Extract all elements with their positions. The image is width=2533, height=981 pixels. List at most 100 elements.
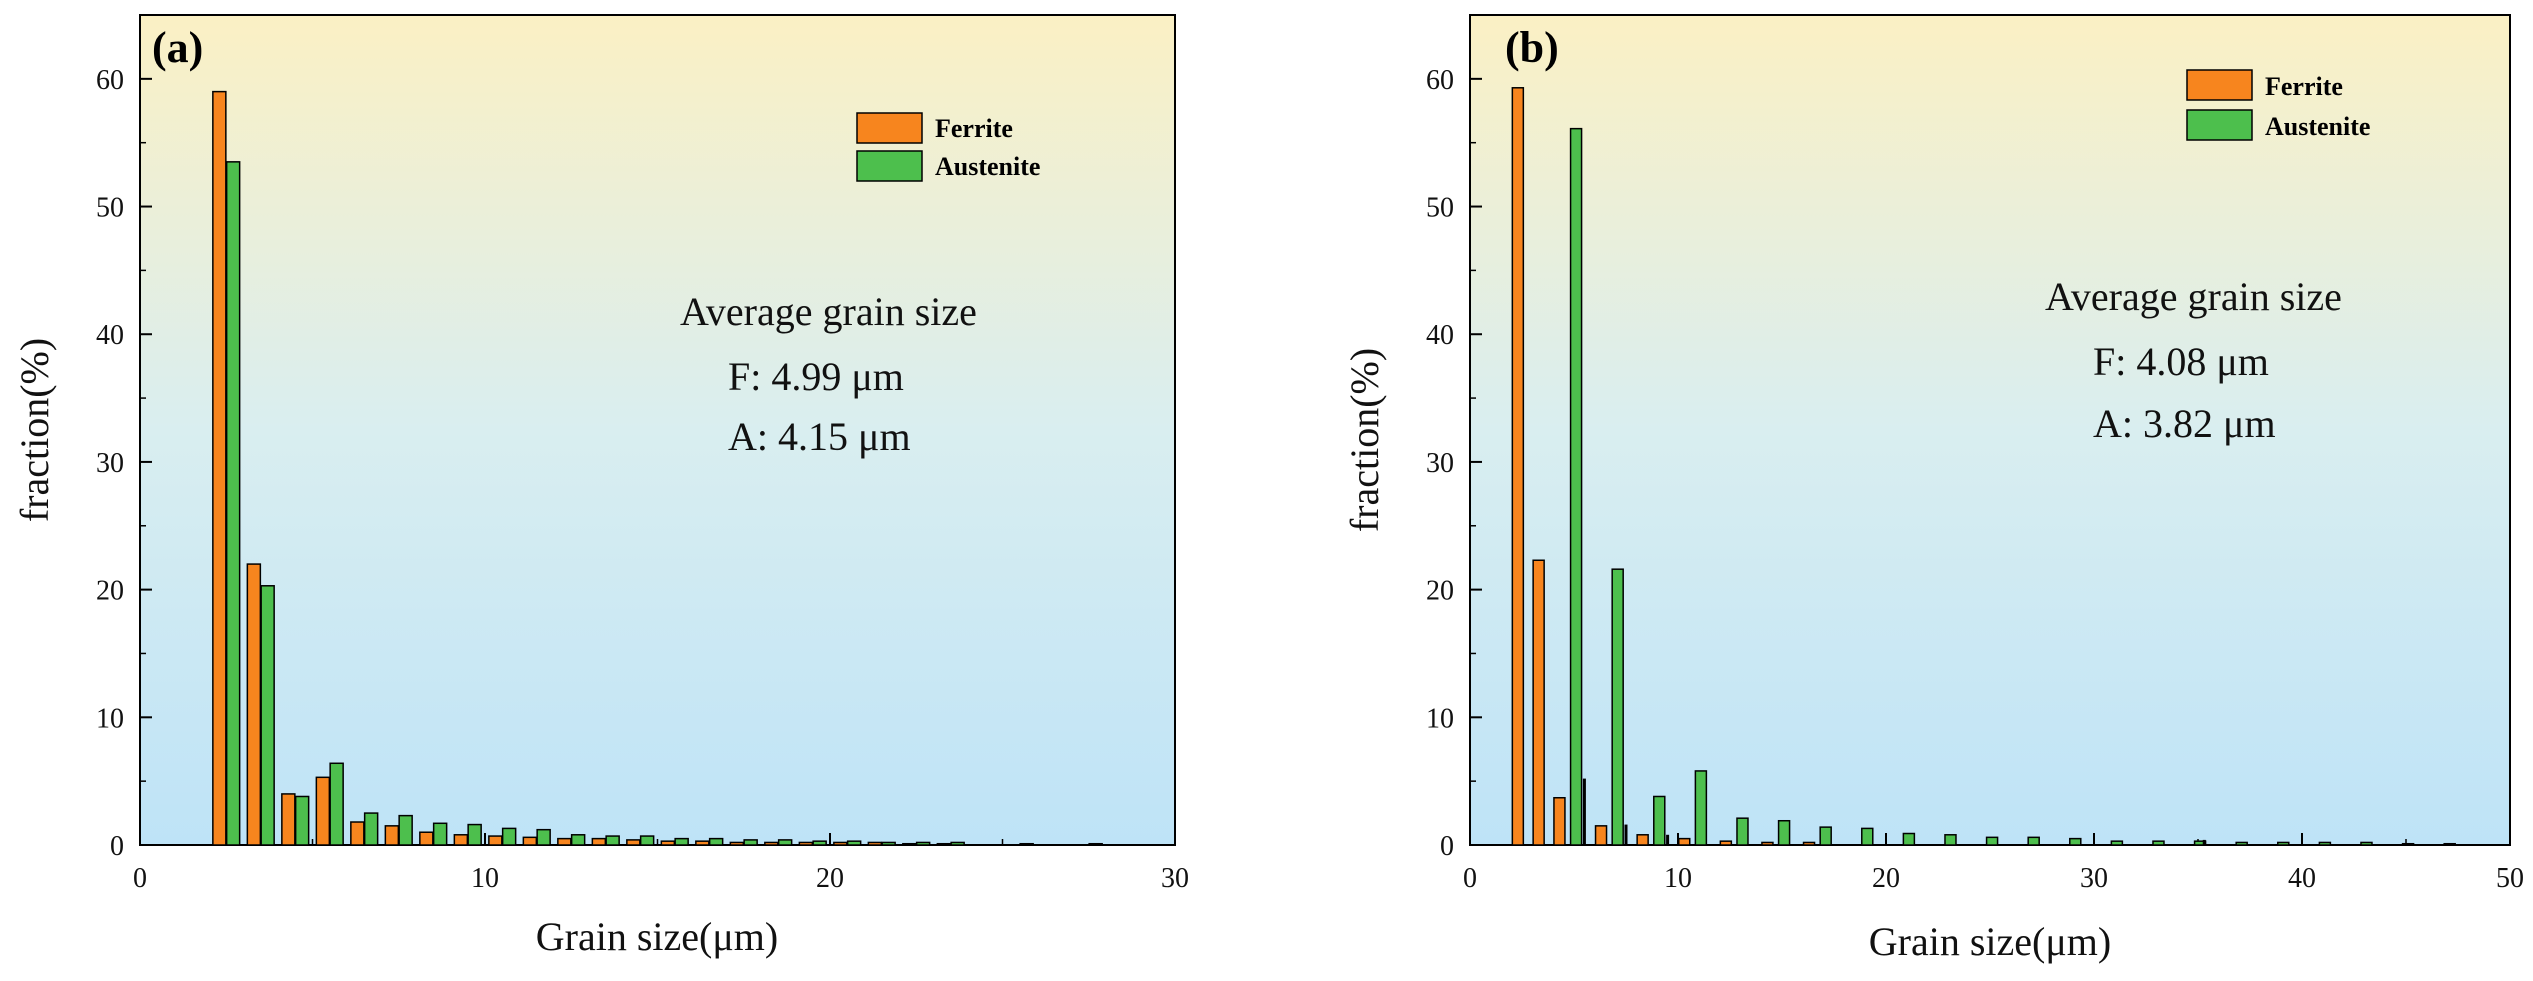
y-tick-label: 60: [96, 65, 124, 96]
bar-ferrite: [1802, 841, 1816, 846]
bar-ferrite: [212, 90, 227, 846]
bar-austenite: [777, 839, 793, 846]
bar-outline-mark: [1582, 778, 1586, 845]
bar-austenite: [639, 835, 655, 846]
bar-ferrite: [729, 841, 745, 846]
bar-ferrite: [246, 563, 262, 846]
bar-austenite: [329, 762, 344, 846]
bar-austenite: [2235, 841, 2248, 846]
y-tick-label: 50: [96, 193, 124, 224]
bar-austenite: [1019, 842, 1034, 846]
bar-austenite: [1569, 127, 1583, 846]
axis-ticks: 0 10 20 30 40 50 60 0 10 20 30 40 50: [1426, 65, 2524, 894]
bar-ferrite: [764, 841, 779, 846]
bar-austenite: [2110, 840, 2124, 846]
bar-outline-mark: [1624, 824, 1628, 845]
y-tick-label: 10: [96, 703, 124, 734]
bar-outline-mark: [1666, 834, 1670, 845]
bar-austenite: [1653, 795, 1666, 846]
x-axis-label: Grain size(μm): [1869, 919, 2111, 964]
bar-austenite: [708, 837, 724, 846]
bar-ferrite: [626, 839, 641, 846]
legend-swatch-austenite: [856, 150, 923, 182]
bar-austenite: [2027, 836, 2040, 846]
annotation-austenite: A: 4.15 μm: [728, 414, 911, 459]
y-tick-label: 30: [96, 448, 124, 479]
x-tick-label: 30: [1161, 863, 1189, 894]
legend-label-ferrite: Ferrite: [935, 114, 1013, 143]
bar-ferrite: [1636, 834, 1649, 846]
x-tick-label: 20: [816, 863, 844, 894]
y-tick-label: 20: [96, 576, 124, 607]
bar-ferrite: [384, 825, 400, 846]
bar-ferrite: [1719, 840, 1733, 846]
plot-background: [139, 14, 1176, 846]
y-axis-label: fraction(%): [12, 338, 57, 522]
legend: Ferrite Austenite: [856, 112, 1040, 182]
x-tick-label: 0: [1463, 863, 1477, 894]
bar-austenite: [1777, 819, 1791, 846]
y-axis-label: fraction(%): [1342, 348, 1387, 532]
x-tick-label: 20: [1872, 863, 1900, 894]
bar-austenite: [1819, 826, 1832, 846]
bar-austenite: [432, 822, 448, 846]
bar-outline-mark: [2202, 839, 2206, 845]
bar-austenite: [1944, 834, 1957, 846]
x-tick-label: 30: [2080, 863, 2108, 894]
bar-austenite: [881, 841, 896, 846]
y-tick-label: 60: [1426, 65, 1454, 96]
bar-austenite: [398, 814, 413, 846]
bar-ferrite: [1532, 559, 1545, 846]
bar-ferrite: [695, 840, 710, 846]
y-tick-label: 40: [96, 320, 124, 351]
bar-ferrite: [453, 834, 469, 846]
x-tick-label: 10: [1664, 863, 1692, 894]
y-tick-label: 40: [1426, 320, 1454, 351]
bar-ferrite: [557, 837, 572, 846]
bar-ferrite: [1511, 87, 1525, 846]
average-annotation: Average grain size F: 4.08 μm A: 3.82 μm: [2045, 274, 2342, 446]
bar-ferrite: [350, 821, 365, 846]
bar-ferrite: [902, 842, 917, 846]
bar-austenite: [2443, 842, 2456, 846]
bar-austenite: [846, 840, 862, 846]
bar-austenite: [260, 585, 275, 846]
bar-austenite: [2401, 842, 2415, 846]
bar-ferrite: [1594, 825, 1608, 846]
bar-ferrite: [1553, 797, 1566, 846]
x-tick-label: 10: [471, 863, 499, 894]
bar-ferrite: [315, 776, 331, 846]
annotation-ferrite: F: 4.08 μm: [2093, 339, 2269, 384]
bar-austenite: [570, 834, 586, 846]
bar-ferrite: [522, 836, 538, 846]
y-tick-label: 10: [1426, 703, 1454, 734]
bar-ferrite: [936, 842, 952, 846]
bar-austenite: [2360, 841, 2373, 846]
bar-austenite: [950, 841, 965, 846]
bar-ferrite: [281, 793, 296, 846]
bar-marks: [1511, 87, 2456, 846]
legend: Ferrite Austenite: [2186, 69, 2370, 141]
bar-austenite: [605, 835, 620, 846]
average-annotation: Average grain size F: 4.99 μm A: 4.15 μm: [680, 289, 977, 459]
panel-label: (b): [1505, 23, 1559, 72]
chart-panel-b: 0 10 20 30 40 50 60 0 10 20 30 40 50 (b) Grain size(…: [1342, 14, 2524, 964]
y-tick-label: 20: [1426, 576, 1454, 607]
bar-austenite: [812, 840, 827, 846]
bar-austenite: [1088, 842, 1103, 846]
bar-austenite: [1611, 568, 1624, 846]
bar-austenite: [1861, 827, 1874, 846]
bar-marks: [212, 90, 1103, 846]
legend-label-austenite: Austenite: [935, 152, 1040, 181]
bar-austenite: [674, 837, 689, 846]
legend-swatch-austenite: [2186, 109, 2253, 141]
panel-label: (a): [152, 23, 203, 72]
y-tick-label: 0: [110, 831, 124, 862]
bar-austenite: [294, 795, 310, 846]
bar-austenite: [363, 812, 379, 846]
bar-ferrite: [660, 840, 676, 846]
annotation-ferrite: F: 4.99 μm: [728, 354, 904, 399]
bar-austenite: [225, 161, 241, 846]
x-tick-label: 40: [2288, 863, 2316, 894]
